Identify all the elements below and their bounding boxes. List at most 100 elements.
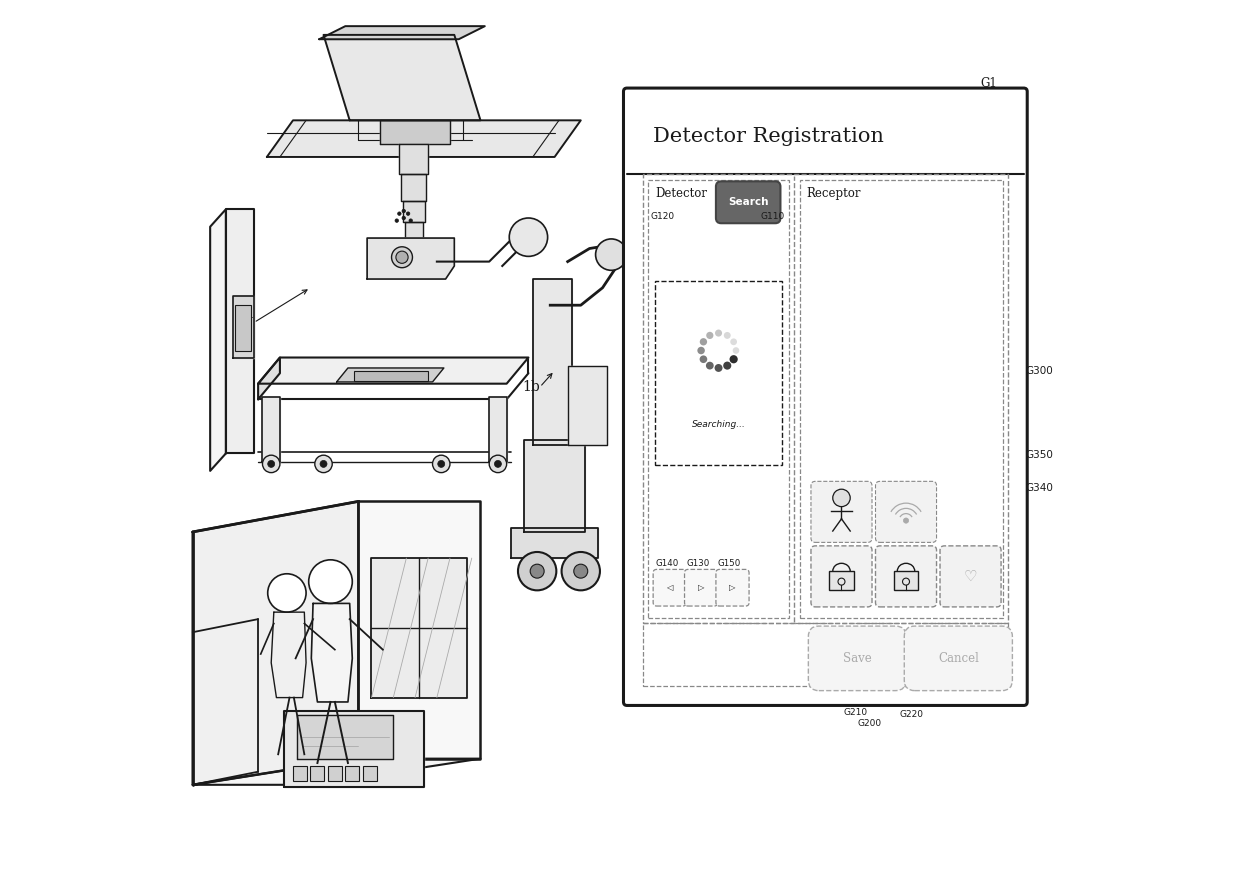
Text: G110: G110 bbox=[804, 317, 827, 326]
Polygon shape bbox=[381, 120, 450, 144]
Circle shape bbox=[392, 247, 413, 268]
Text: G100: G100 bbox=[686, 694, 712, 704]
Polygon shape bbox=[267, 120, 580, 157]
FancyBboxPatch shape bbox=[808, 626, 906, 691]
Bar bbox=[310, 766, 325, 781]
Text: Search: Search bbox=[728, 197, 769, 208]
Polygon shape bbox=[272, 612, 306, 698]
Polygon shape bbox=[192, 501, 358, 785]
Circle shape bbox=[396, 219, 398, 222]
Circle shape bbox=[723, 362, 732, 370]
Text: G140: G140 bbox=[677, 609, 699, 617]
Circle shape bbox=[697, 347, 704, 354]
Circle shape bbox=[398, 212, 401, 215]
Polygon shape bbox=[511, 528, 598, 558]
Text: Cancel: Cancel bbox=[937, 652, 978, 664]
FancyBboxPatch shape bbox=[875, 546, 936, 607]
Text: G150: G150 bbox=[718, 559, 742, 568]
Polygon shape bbox=[258, 358, 528, 384]
Bar bbox=[345, 766, 360, 781]
Text: 1a: 1a bbox=[237, 307, 253, 321]
Circle shape bbox=[730, 338, 737, 345]
Text: ▷: ▷ bbox=[698, 583, 704, 592]
FancyBboxPatch shape bbox=[684, 569, 718, 606]
FancyBboxPatch shape bbox=[715, 181, 780, 223]
Circle shape bbox=[724, 332, 730, 339]
Polygon shape bbox=[298, 715, 393, 759]
Text: G150: G150 bbox=[707, 609, 730, 617]
Circle shape bbox=[833, 489, 851, 507]
Circle shape bbox=[562, 552, 600, 590]
Circle shape bbox=[699, 356, 707, 363]
Circle shape bbox=[268, 460, 275, 467]
Circle shape bbox=[733, 347, 739, 354]
Circle shape bbox=[407, 212, 410, 215]
Bar bbox=[800, 180, 1003, 618]
Circle shape bbox=[402, 209, 405, 213]
Bar bbox=[327, 766, 342, 781]
Polygon shape bbox=[311, 603, 352, 702]
Bar bbox=[363, 766, 377, 781]
Polygon shape bbox=[403, 201, 424, 222]
Text: G210: G210 bbox=[843, 708, 867, 717]
Polygon shape bbox=[525, 440, 585, 532]
Text: G120: G120 bbox=[687, 313, 712, 322]
Polygon shape bbox=[401, 174, 427, 201]
Text: Save: Save bbox=[843, 652, 872, 664]
Text: G320: G320 bbox=[941, 377, 965, 385]
Circle shape bbox=[706, 362, 714, 370]
Circle shape bbox=[495, 460, 501, 467]
Text: G330a: G330a bbox=[818, 461, 848, 470]
Circle shape bbox=[729, 355, 738, 364]
Circle shape bbox=[309, 560, 352, 603]
Circle shape bbox=[490, 455, 507, 473]
Polygon shape bbox=[336, 368, 444, 382]
Text: G120: G120 bbox=[651, 212, 675, 221]
Bar bbox=[293, 766, 308, 781]
FancyBboxPatch shape bbox=[875, 481, 936, 542]
Polygon shape bbox=[258, 358, 280, 399]
Circle shape bbox=[402, 216, 405, 220]
Text: ♡: ♡ bbox=[963, 569, 977, 584]
Text: G330b: G330b bbox=[936, 448, 966, 457]
Bar bbox=[642, 623, 1008, 686]
Circle shape bbox=[715, 330, 722, 337]
Bar bbox=[830, 571, 853, 590]
Text: G130: G130 bbox=[686, 559, 709, 568]
Circle shape bbox=[595, 239, 627, 270]
Polygon shape bbox=[399, 144, 428, 174]
Circle shape bbox=[438, 460, 445, 467]
Text: G220: G220 bbox=[899, 710, 923, 719]
Polygon shape bbox=[358, 501, 480, 759]
Text: G340: G340 bbox=[1025, 483, 1053, 494]
Circle shape bbox=[320, 460, 327, 467]
Text: G130: G130 bbox=[691, 617, 714, 626]
Text: Detector Registration: Detector Registration bbox=[653, 127, 884, 146]
Bar bbox=[655, 281, 782, 465]
Bar bbox=[642, 174, 1008, 623]
FancyBboxPatch shape bbox=[811, 546, 872, 607]
Text: G310: G310 bbox=[825, 378, 848, 387]
Circle shape bbox=[263, 455, 280, 473]
Polygon shape bbox=[233, 296, 254, 358]
Bar bbox=[894, 571, 919, 590]
FancyBboxPatch shape bbox=[715, 569, 749, 606]
FancyBboxPatch shape bbox=[811, 481, 872, 542]
Text: Receptor: Receptor bbox=[806, 187, 861, 200]
Polygon shape bbox=[226, 209, 254, 453]
Circle shape bbox=[518, 552, 557, 590]
Bar bbox=[234, 305, 252, 351]
Circle shape bbox=[714, 364, 723, 372]
Text: ▷: ▷ bbox=[729, 583, 735, 592]
Text: G200: G200 bbox=[857, 719, 882, 727]
Circle shape bbox=[396, 251, 408, 263]
Circle shape bbox=[574, 564, 588, 578]
Circle shape bbox=[904, 518, 909, 523]
Circle shape bbox=[433, 455, 450, 473]
FancyBboxPatch shape bbox=[624, 88, 1027, 705]
FancyBboxPatch shape bbox=[940, 546, 1001, 607]
Polygon shape bbox=[568, 366, 606, 445]
Circle shape bbox=[707, 332, 713, 339]
Polygon shape bbox=[490, 397, 507, 462]
Text: G350: G350 bbox=[1025, 450, 1053, 460]
